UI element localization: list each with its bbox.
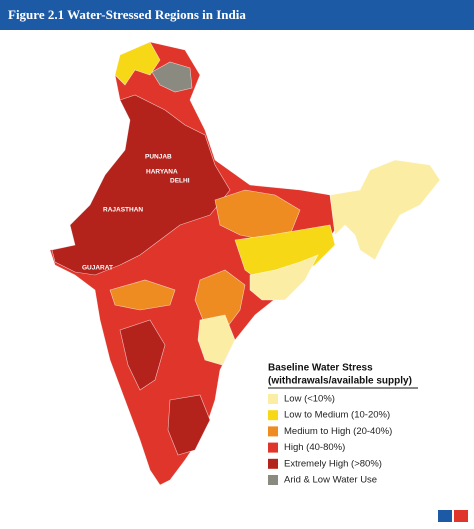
legend-label: Low to Medium (10-20%) <box>284 410 390 421</box>
legend-label: Medium to High (20-40%) <box>284 426 392 437</box>
region <box>151 61 193 93</box>
legend-title: Baseline Water Stress <box>268 363 373 374</box>
legend: Baseline Water Stress (withdrawals/avail… <box>268 363 418 486</box>
legend-swatch <box>268 426 278 437</box>
region <box>51 94 231 276</box>
brand-square <box>454 510 468 522</box>
region <box>197 314 236 366</box>
header-bar <box>0 0 474 30</box>
map-label: DELHI <box>170 178 190 185</box>
map-label: GUJARAT <box>82 265 113 272</box>
legend-swatch <box>268 442 278 453</box>
legend-swatch <box>268 458 278 469</box>
legend-swatch <box>268 394 278 404</box>
legend-swatch <box>268 475 278 485</box>
india-map <box>49 41 441 486</box>
region <box>194 269 246 331</box>
map-label: HARYANA <box>146 169 178 176</box>
region <box>249 254 319 301</box>
region <box>329 159 441 261</box>
brand-square <box>438 510 452 522</box>
legend-label: High (40-80%) <box>284 442 345 453</box>
legend-label: Extremely High (>80%) <box>284 458 382 469</box>
map-label: PUNJAB <box>145 154 172 161</box>
region <box>109 279 176 311</box>
legend-swatch <box>268 410 278 421</box>
region <box>114 41 161 86</box>
map-label: RAJASTHAN <box>103 207 143 214</box>
region <box>167 394 211 456</box>
legend-subtitle: (withdrawals/available supply) <box>268 376 412 387</box>
legend-label: Arid & Low Water Use <box>284 475 377 486</box>
legend-label: Low (<10%) <box>284 394 335 405</box>
header-title: Figure 2.1 Water-Stressed Regions in Ind… <box>8 7 246 22</box>
region <box>119 319 166 391</box>
